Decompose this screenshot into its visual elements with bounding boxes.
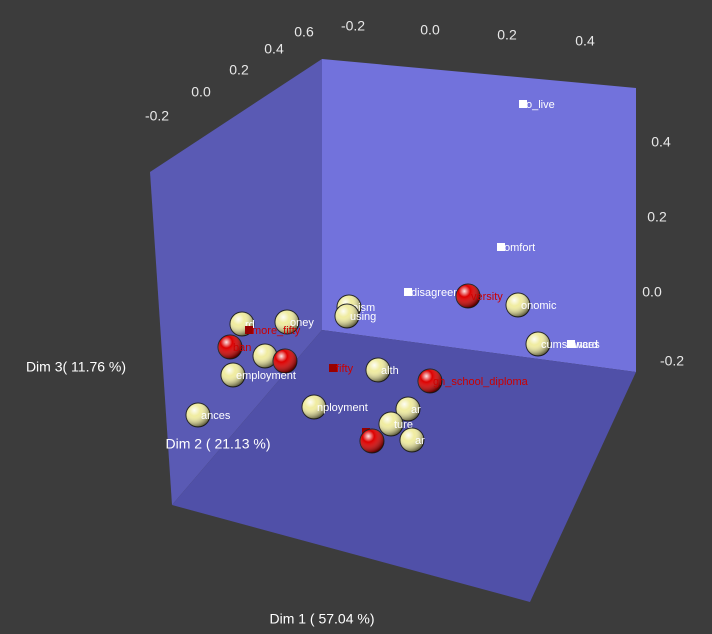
sphere-shade <box>366 358 390 382</box>
square-marker <box>497 243 505 251</box>
z-axis-title: Dim 3( 11.76 %) <box>26 359 126 375</box>
sphere-shade <box>379 412 403 436</box>
point-label: alth <box>381 365 399 377</box>
x-tick-label: 0.4 <box>575 33 595 49</box>
y-tick-label: -0.2 <box>145 108 169 124</box>
sphere-shade <box>506 293 530 317</box>
x-tick-label: 0.0 <box>420 22 440 38</box>
sphere-shade <box>360 429 384 453</box>
point-label: o_live <box>526 99 555 111</box>
x-tick-label: -0.2 <box>341 18 365 34</box>
y-tick-label: 0.0 <box>191 84 211 100</box>
x-tick-label: 0.2 <box>497 27 517 43</box>
point-label: ar <box>411 404 421 416</box>
sphere-shade <box>302 395 326 419</box>
square-marker <box>329 364 337 372</box>
x-axis-title: Dim 1 ( 57.04 %) <box>269 611 374 627</box>
point-label: ances <box>201 410 231 422</box>
y-tick-label: 0.6 <box>294 24 314 40</box>
sphere-shade <box>400 428 424 452</box>
point-label: ture <box>394 419 413 431</box>
sphere-shade <box>418 369 442 393</box>
y-tick-label: 0.2 <box>229 62 249 78</box>
point-label: versity <box>471 291 503 303</box>
square-marker <box>567 340 575 348</box>
left-wall <box>150 59 322 505</box>
sphere-shade <box>221 363 245 387</box>
point-label: more_fifty <box>252 325 301 337</box>
point-label: ward <box>573 339 598 351</box>
sphere-shade <box>456 284 480 308</box>
point-label: nployment <box>317 402 368 414</box>
sphere-shade <box>275 310 299 334</box>
sphere-shade <box>273 349 297 373</box>
sphere-shade <box>218 335 242 359</box>
point-label: oney <box>290 317 314 329</box>
z-tick-label: 0.0 <box>642 284 662 300</box>
point-label: ar <box>415 435 425 447</box>
point-label: gh_school_diploma <box>433 376 529 388</box>
sphere-shade <box>396 397 420 421</box>
point-label: ban <box>233 342 251 354</box>
square-marker <box>404 288 412 296</box>
sphere-shade <box>186 403 210 427</box>
z-tick-label: 0.4 <box>651 134 671 150</box>
point-label: onomic <box>521 300 557 312</box>
point-label: rd <box>245 319 255 331</box>
y-tick-label: 0.4 <box>264 41 284 57</box>
z-tick-label: 0.2 <box>647 209 667 225</box>
sphere-shade <box>335 304 359 328</box>
point-label: omfort <box>504 242 535 254</box>
sphere-shade <box>253 344 277 368</box>
point-label: employment <box>236 370 296 382</box>
back-wall <box>322 59 636 372</box>
z-tick-label: -0.2 <box>660 353 684 369</box>
square-marker <box>245 326 253 334</box>
points: o_liveomfortdisagreementversityonomicois… <box>185 99 600 454</box>
point-label: using <box>350 311 376 323</box>
floor <box>172 330 636 602</box>
ticks: -0.2 0.0 0.2 0.4 0.6 0.4 0.2 0.0 -0.2 0.4 0.2 0.0 -0… <box>145 18 684 369</box>
point-label: fifty <box>336 363 354 375</box>
sphere-shade <box>526 332 550 356</box>
square-marker <box>519 100 527 108</box>
y-axis-title: Dim 2 ( 21.13 %) <box>165 436 270 452</box>
